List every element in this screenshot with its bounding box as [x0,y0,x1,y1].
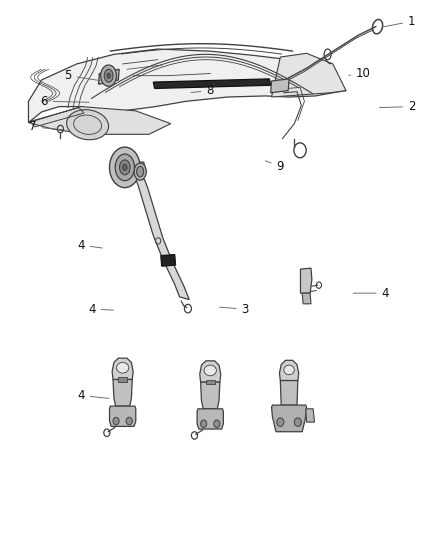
Ellipse shape [294,418,301,426]
Polygon shape [28,107,171,134]
Text: 7: 7 [29,120,63,133]
Ellipse shape [126,417,132,425]
Ellipse shape [277,418,284,426]
Ellipse shape [115,154,134,181]
Polygon shape [206,380,215,384]
Polygon shape [302,293,311,304]
Ellipse shape [110,147,140,188]
Text: 8: 8 [191,84,214,97]
Text: 10: 10 [349,67,371,80]
Polygon shape [200,361,221,382]
Text: 5: 5 [64,69,100,82]
Text: 4: 4 [77,239,102,252]
Ellipse shape [123,164,127,171]
Polygon shape [113,379,132,406]
Ellipse shape [107,73,110,78]
Text: 9: 9 [265,160,284,173]
Polygon shape [279,360,299,381]
Text: 4: 4 [353,287,389,300]
Polygon shape [118,377,127,382]
Ellipse shape [201,420,207,427]
Ellipse shape [137,166,144,177]
Ellipse shape [214,420,220,427]
Polygon shape [161,255,176,266]
Ellipse shape [67,110,109,140]
Text: 1: 1 [381,15,416,28]
Polygon shape [280,381,298,405]
Ellipse shape [284,365,294,375]
Text: 3: 3 [219,303,249,316]
Text: 6: 6 [40,95,89,108]
Ellipse shape [120,160,130,175]
Text: 2: 2 [379,100,416,113]
Polygon shape [99,69,119,84]
Polygon shape [271,79,289,93]
Text: 4: 4 [88,303,113,316]
Polygon shape [110,406,136,426]
Polygon shape [272,53,346,97]
Text: 4: 4 [77,389,109,402]
Polygon shape [28,49,346,123]
Polygon shape [272,405,307,432]
Ellipse shape [104,69,113,82]
Ellipse shape [117,362,129,373]
Polygon shape [197,409,223,429]
Polygon shape [300,268,312,293]
Polygon shape [112,358,133,379]
Ellipse shape [204,365,216,376]
Polygon shape [153,79,271,88]
Polygon shape [306,409,314,422]
Ellipse shape [113,417,119,425]
Ellipse shape [134,163,146,180]
Polygon shape [115,162,145,177]
Polygon shape [135,177,189,300]
Ellipse shape [101,65,117,86]
Polygon shape [201,382,220,409]
